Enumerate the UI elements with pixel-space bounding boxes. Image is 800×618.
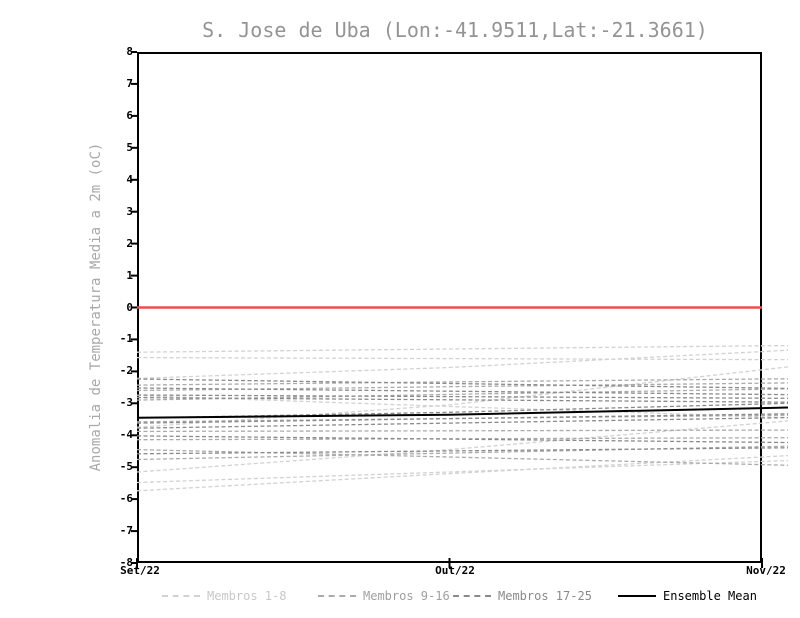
ensemble-member-line [136, 378, 789, 390]
legend-item: Membros 9-16 [318, 588, 450, 604]
ensemble-member-line [136, 416, 789, 429]
legend-item: Ensemble Mean [618, 588, 757, 604]
ensemble-member-line [136, 435, 789, 444]
legend-item: Membros 1-8 [162, 588, 286, 604]
ensemble-member-line [136, 388, 789, 401]
chart-title: S. Jose de Uba (Lon:-41.9511,Lat:-21.366… [202, 18, 708, 42]
legend-item: Membros 17-25 [453, 588, 592, 604]
y-tick-label: 0 [126, 300, 133, 314]
legend-label: Membros 1-8 [207, 589, 287, 603]
y-tick-label: -2 [119, 364, 133, 378]
y-tick-label: -5 [119, 460, 133, 474]
ensemble-member-line [136, 437, 789, 441]
legend-label: Membros 9-16 [363, 589, 450, 603]
y-tick-label: -1 [119, 332, 133, 346]
y-tick-label: -7 [119, 524, 133, 538]
y-tick-label: 6 [126, 108, 133, 122]
y-tick-label: 7 [126, 76, 133, 90]
chart-legend: Membros 1-8 Membros 9-16 Membros 17-25 Ense… [0, 588, 800, 604]
ensemble-member-line [136, 459, 789, 484]
ensemble-member-line [136, 344, 789, 353]
ensemble-member-line [136, 349, 789, 380]
ensemble-mean-line [136, 406, 789, 419]
ensemble-member-line [136, 387, 789, 396]
x-tick-label: Nov/22 [746, 564, 786, 577]
y-tick-label: 1 [126, 268, 133, 282]
legend-dashed-line-swatch [162, 595, 200, 597]
ensemble-member-line [136, 448, 789, 466]
chart-title-area: S. Jose de Uba (Lon:-41.9511,Lat:-21.366… [137, 18, 773, 42]
y-tick-label: -3 [119, 396, 133, 410]
ensemble-member-line [136, 394, 789, 399]
ensemble-member-line [136, 402, 789, 419]
ensemble-member-line [136, 454, 789, 492]
ensemble-member-line [136, 382, 789, 392]
x-tick-label: Set/22 [120, 564, 160, 577]
y-tick-label: -6 [119, 492, 133, 506]
y-tick-label: 4 [126, 172, 133, 186]
y-tick-label: 8 [126, 45, 133, 58]
y-tick-label: 5 [126, 140, 133, 154]
x-tick-label: Out/22 [435, 564, 475, 577]
legend-label: Membros 17-25 [498, 589, 592, 603]
ensemble-member-line [136, 378, 789, 386]
ensemble-member-line [136, 396, 789, 403]
y-tick-label: -4 [119, 428, 133, 442]
y-tick-label: 3 [126, 204, 133, 218]
y-tick-label: 2 [126, 236, 133, 250]
ensemble-member-line [136, 356, 788, 361]
ensemble-member-line [136, 429, 788, 433]
legend-label: Ensemble Mean [663, 589, 757, 603]
legend-solid-line-swatch [618, 595, 656, 597]
legend-dashed-line-swatch [318, 595, 356, 597]
y-tick-label: -8 [119, 556, 133, 569]
legend-dashed-line-swatch [453, 595, 491, 597]
ensemble-member-line [136, 420, 789, 473]
ensemble-member-line [136, 447, 789, 455]
ensemble-member-line [136, 413, 789, 424]
